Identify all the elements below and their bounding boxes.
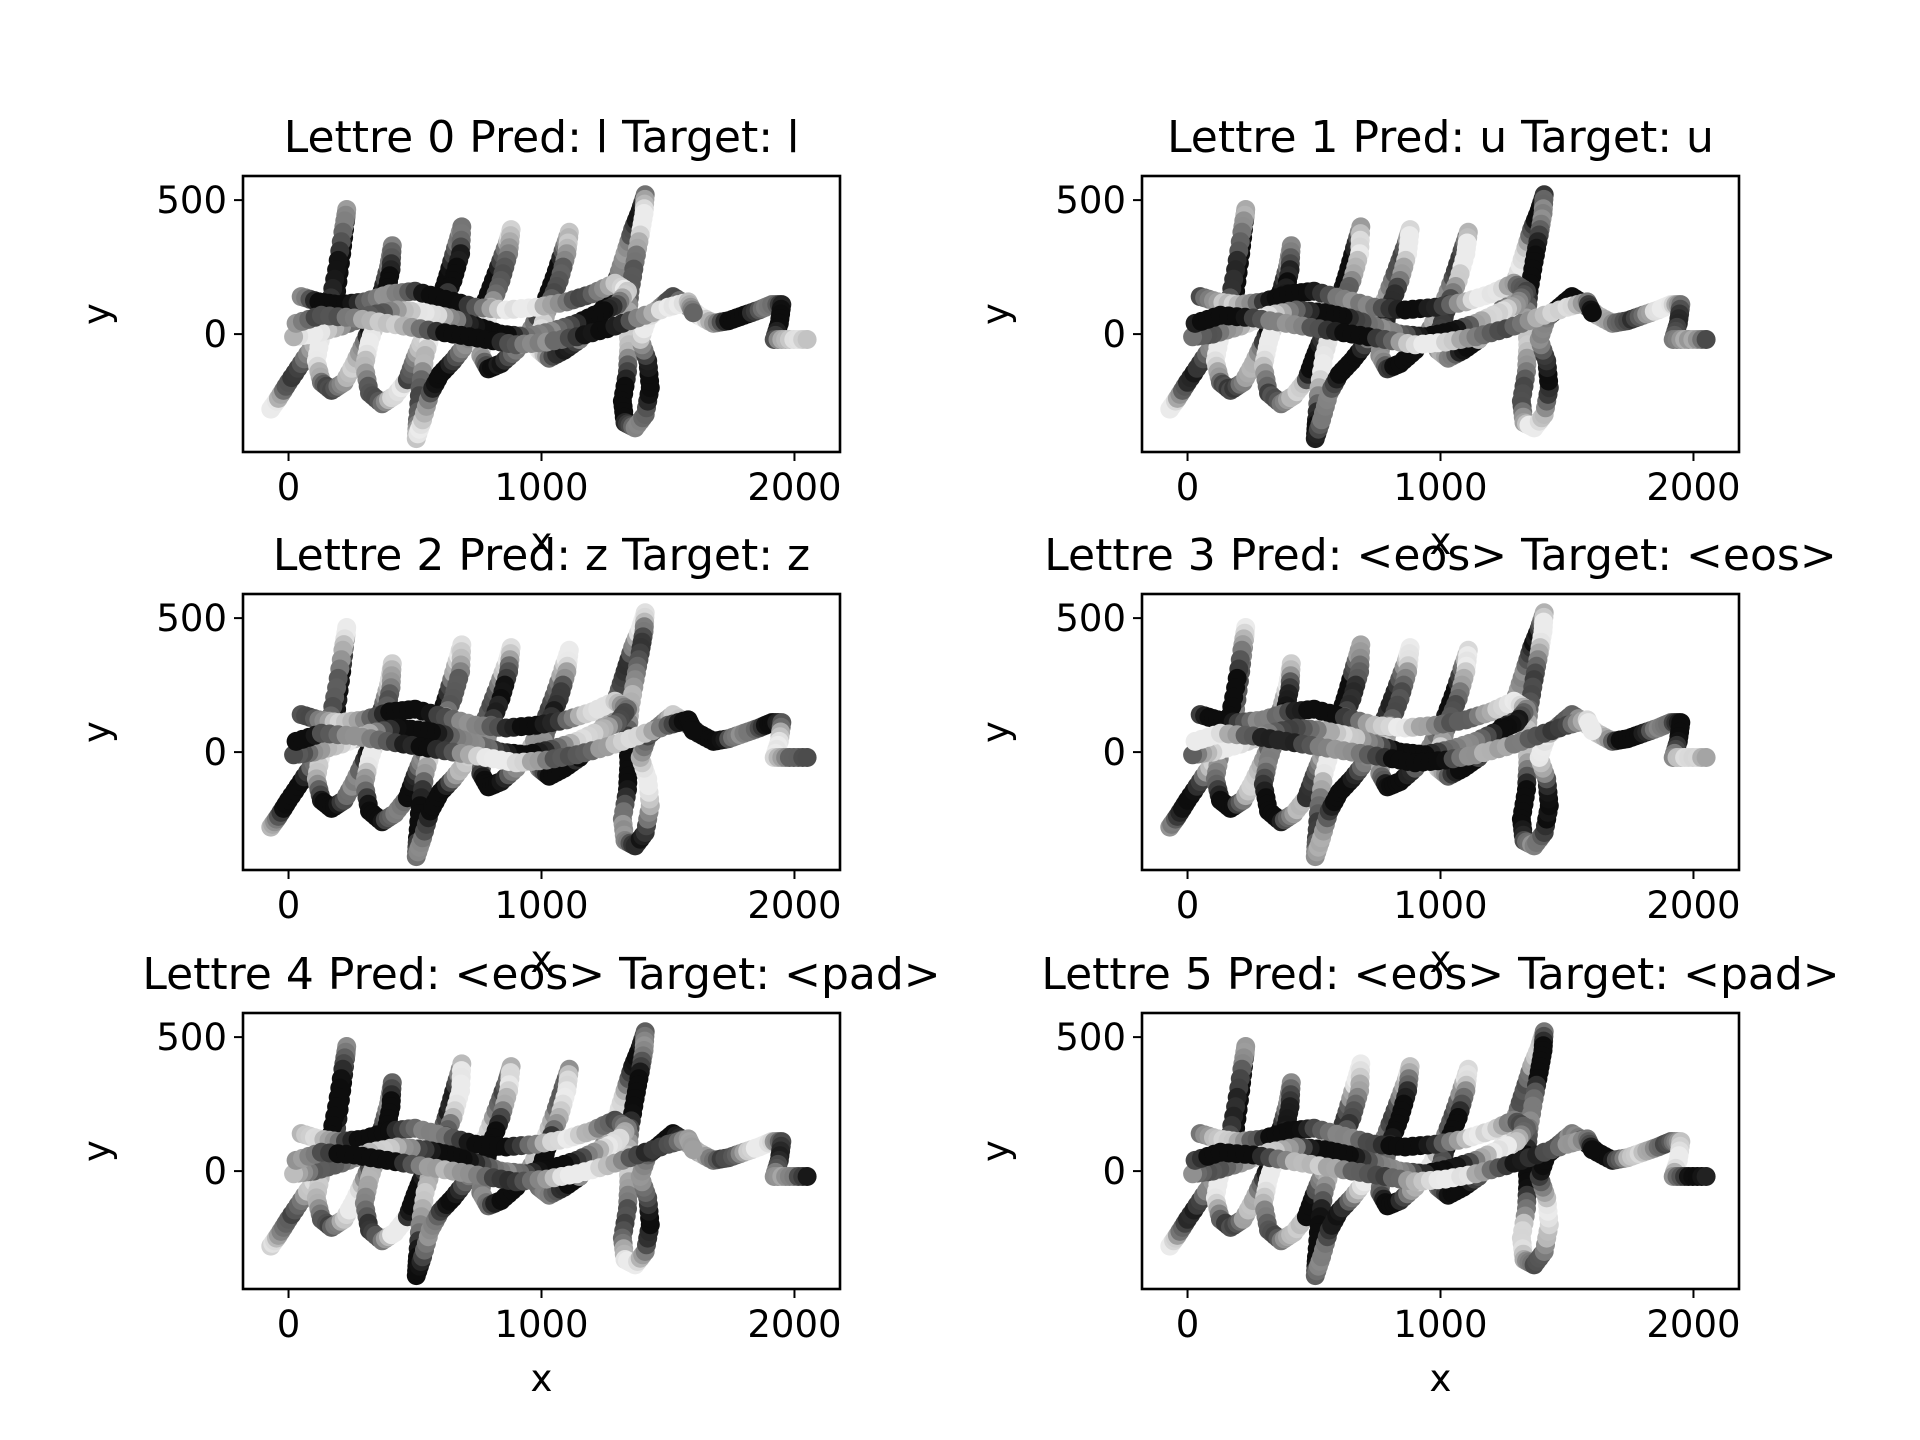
x-axis-label: x	[531, 520, 553, 563]
x-tick-label: 1000	[494, 884, 588, 927]
y-tick-label: 500	[156, 1016, 227, 1059]
x-tick-label: 0	[277, 1303, 301, 1346]
y-tick-label: 500	[156, 597, 227, 640]
x-tick-label: 2000	[1646, 884, 1740, 927]
y-tick-label: 0	[1102, 731, 1126, 774]
x-axis-label: x	[1430, 938, 1452, 981]
y-tick-label: 500	[1055, 179, 1126, 222]
scatter-point	[797, 330, 817, 349]
scatter-points-0	[261, 185, 817, 449]
y-tick-label: 0	[203, 1150, 227, 1193]
subplot-title: Lettre 1 Pred: u Target: u	[1167, 112, 1714, 163]
x-axis-label: x	[531, 938, 553, 981]
x-axis-label: x	[1430, 1357, 1452, 1400]
y-tick-label: 0	[1102, 313, 1126, 356]
x-tick-label: 0	[1176, 1303, 1200, 1346]
x-tick-label: 1000	[494, 1303, 588, 1346]
subplot-0: 0 1000 2000 0 500 x y Lettre 0 Pred: l Target: …	[75, 112, 842, 563]
subplot-title: Lettre 3 Pred: <eos> Target: <eos>	[1044, 530, 1836, 581]
x-tick-label: 2000	[747, 1303, 841, 1346]
x-tick-label: 2000	[747, 884, 841, 927]
scatter-points-1	[1160, 185, 1716, 449]
scatter-point	[1696, 330, 1716, 349]
y-tick-label: 500	[1055, 1016, 1126, 1059]
y-axis-label: y	[974, 721, 1017, 743]
y-tick-label: 500	[1055, 597, 1126, 640]
subplot-title: Lettre 0 Pred: l Target: l	[284, 112, 800, 163]
x-tick-label: 2000	[1646, 466, 1740, 509]
x-tick-label: 1000	[494, 466, 588, 509]
subplot-1: 0 1000 2000 0 500 x y Lettre 1 Pred: u Target: …	[974, 112, 1741, 563]
scatter-points-3	[1160, 603, 1716, 867]
subplot-5: 0 1000 2000 0 500 x y Lettre 5 Pred: <eos> Targ…	[974, 949, 1840, 1400]
subplot-title: Lettre 2 Pred: z Target: z	[273, 530, 810, 581]
x-axis-label: x	[531, 1357, 553, 1400]
scatter-point	[683, 1140, 703, 1160]
scatter-point	[1696, 1167, 1716, 1186]
subplot-title: Lettre 5 Pred: <eos> Target: <pad>	[1041, 949, 1839, 1000]
scatter-point	[797, 748, 817, 767]
x-tick-label: 2000	[747, 466, 841, 509]
x-tick-label: 0	[277, 466, 301, 509]
x-tick-label: 0	[1176, 884, 1200, 927]
y-axis-label: y	[75, 721, 118, 743]
y-axis-label: y	[974, 303, 1017, 325]
scatter-point	[797, 1167, 817, 1186]
scatter-points-5	[1160, 1022, 1716, 1286]
y-axis-label: y	[75, 303, 118, 325]
scatter-point	[1582, 303, 1602, 323]
scatter-point	[683, 721, 703, 741]
x-tick-label: 1000	[1393, 1303, 1487, 1346]
x-tick-label: 1000	[1393, 466, 1487, 509]
scatter-point	[1696, 748, 1716, 767]
y-tick-label: 0	[203, 313, 227, 356]
y-axis-label: y	[75, 1140, 118, 1162]
subplot-3: 0 1000 2000 0 500 x y Lettre 3 Pred: <eos> Targ…	[974, 530, 1837, 981]
subplot-2: 0 1000 2000 0 500 x y Lettre 2 Pred: z Target: …	[75, 530, 842, 981]
scatter-point	[1582, 1140, 1602, 1160]
x-tick-label: 1000	[1393, 884, 1487, 927]
scatter-points-2	[261, 603, 817, 867]
x-tick-label: 2000	[1646, 1303, 1740, 1346]
x-tick-label: 0	[1176, 466, 1200, 509]
y-tick-label: 500	[156, 179, 227, 222]
subplot-title: Lettre 4 Pred: <eos> Target: <pad>	[142, 949, 940, 1000]
subplot-4: 0 1000 2000 0 500 x y Lettre 4 Pred: <eos> Targ…	[75, 949, 941, 1400]
x-tick-label: 0	[277, 884, 301, 927]
y-axis-label: y	[974, 1140, 1017, 1162]
scatter-point	[1582, 721, 1602, 741]
y-tick-label: 0	[1102, 1150, 1126, 1193]
x-axis-label: x	[1430, 520, 1452, 563]
scatter-points-4	[261, 1022, 817, 1286]
y-tick-label: 0	[203, 731, 227, 774]
scatter-point	[683, 303, 703, 323]
